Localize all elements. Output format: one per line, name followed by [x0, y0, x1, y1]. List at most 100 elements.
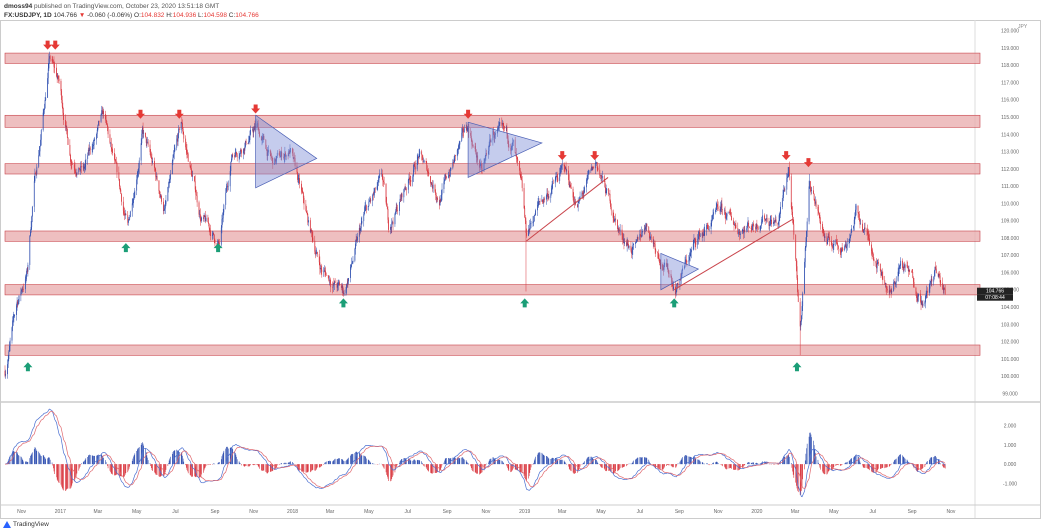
- candle-body: [169, 179, 171, 183]
- candle-body: [248, 141, 250, 144]
- candle-body: [670, 274, 672, 278]
- candle-body: [797, 292, 799, 302]
- candle-body: [260, 136, 262, 141]
- candle-body: [744, 229, 746, 231]
- candle-body: [508, 144, 510, 148]
- candle-body: [89, 147, 91, 151]
- author[interactable]: dmoss94: [4, 3, 33, 10]
- candle-body: [274, 158, 276, 162]
- candle-body: [383, 180, 384, 183]
- time-tick-label: 2018: [287, 509, 298, 515]
- candle-body: [102, 110, 104, 115]
- candle-body: [614, 218, 616, 220]
- candle-body: [592, 167, 594, 171]
- candle-body: [769, 221, 771, 225]
- price-tick-label: 107.000: [1001, 253, 1019, 259]
- candle-body: [494, 134, 496, 138]
- candle-body: [893, 281, 895, 283]
- candle-body: [75, 173, 77, 175]
- candle-body: [848, 238, 850, 245]
- candle-body: [432, 184, 433, 189]
- candle-body: [302, 192, 304, 198]
- candle-body: [394, 213, 396, 225]
- candle-body: [479, 160, 480, 168]
- candle-body: [505, 126, 507, 129]
- candle-body: [355, 239, 357, 244]
- candle-body: [444, 175, 446, 180]
- candle-body: [881, 272, 883, 277]
- candle-body: [341, 285, 342, 288]
- candle-body: [231, 154, 233, 159]
- resistance-arrow-down-icon: [50, 40, 60, 50]
- candle-body: [40, 139, 42, 147]
- symbol[interactable]: FX:USDJPY, 1D: [4, 12, 52, 19]
- candle-body: [477, 155, 479, 161]
- candle-body: [679, 279, 681, 286]
- candle-body: [645, 226, 646, 230]
- candle-body: [125, 214, 127, 215]
- candle-body: [890, 290, 891, 291]
- candle-body: [356, 239, 358, 241]
- price-tick-label: 112.000: [1001, 167, 1019, 173]
- candle-body: [127, 214, 129, 223]
- candle-body: [367, 205, 369, 211]
- candle-body: [726, 213, 728, 217]
- candle-body: [45, 97, 47, 101]
- candle-body: [235, 152, 237, 153]
- candle-body: [555, 177, 557, 180]
- candle-body: [239, 150, 241, 155]
- candle-body: [34, 173, 36, 182]
- candle-body: [860, 223, 861, 225]
- candle-body: [594, 163, 596, 169]
- candle-body: [121, 193, 122, 202]
- candle-body: [543, 198, 545, 203]
- candle-body: [20, 291, 22, 296]
- candle-body: [308, 220, 309, 223]
- candle-body: [275, 159, 277, 162]
- candle-body: [396, 207, 398, 211]
- candle-body: [307, 214, 309, 223]
- candle-body: [342, 286, 344, 292]
- candle-body: [88, 149, 90, 151]
- candle-body: [30, 231, 31, 236]
- candle-body: [752, 224, 754, 225]
- candle-body: [493, 134, 495, 138]
- candle-body: [407, 179, 409, 190]
- candle-body: [882, 276, 884, 281]
- candle-body: [133, 197, 135, 199]
- candle-body: [617, 219, 618, 230]
- candle-body: [203, 215, 205, 219]
- candle-body: [403, 189, 405, 198]
- candle-body: [636, 236, 638, 241]
- candle-body: [338, 282, 340, 283]
- candle-body: [52, 61, 54, 63]
- candle-body: [9, 340, 11, 346]
- low-value: 104.598: [203, 12, 227, 19]
- candle-body: [694, 238, 695, 240]
- candle-body: [425, 160, 427, 163]
- candle-body: [699, 231, 701, 237]
- candle-body: [151, 157, 153, 163]
- candle-body: [475, 152, 477, 158]
- candle-body: [864, 227, 865, 230]
- resistance-arrow-down-icon: [43, 40, 53, 50]
- candle-body: [38, 151, 40, 156]
- candle-body: [520, 174, 522, 178]
- candle-body: [817, 206, 819, 211]
- candle-body: [851, 228, 853, 233]
- candle-body: [26, 270, 28, 272]
- candle-body: [689, 256, 690, 261]
- candle-body: [897, 271, 899, 281]
- resistance-arrow-down-icon: [135, 109, 145, 119]
- candle-body: [542, 202, 544, 203]
- trendline: [673, 218, 794, 291]
- candle-body: [35, 174, 37, 175]
- candle-body: [766, 218, 768, 222]
- candle-body: [715, 206, 717, 210]
- candle-body: [605, 190, 607, 194]
- candle-body: [238, 156, 240, 158]
- candle-body: [449, 169, 451, 177]
- candle-body: [680, 279, 681, 280]
- candle-body: [316, 251, 318, 254]
